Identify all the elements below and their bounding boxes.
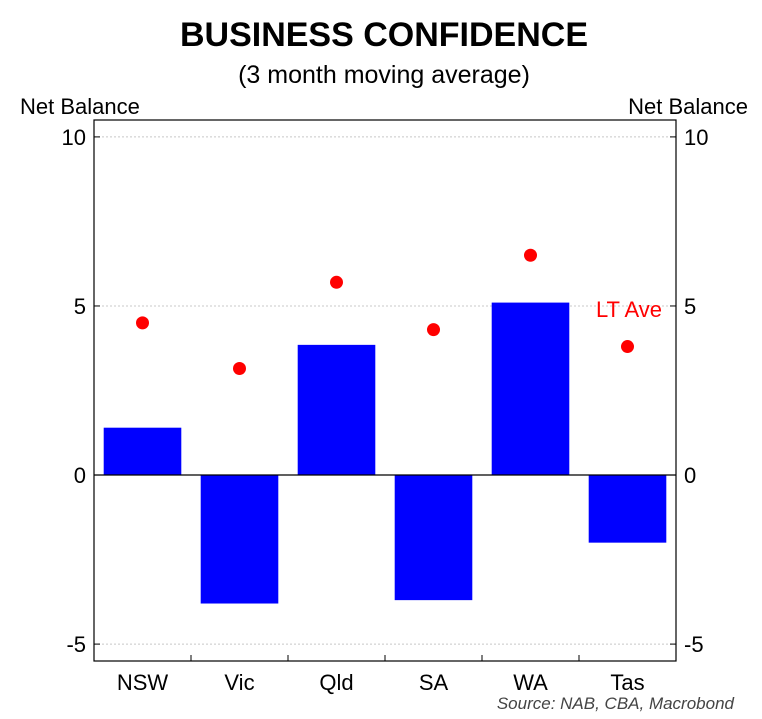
y-tick-label-right: 5: [684, 294, 696, 319]
chart-title: BUSINESS CONFIDENCE: [180, 16, 588, 54]
y-axis-title-left: Net Balance: [20, 94, 140, 119]
lt-ave-point-wa: [524, 248, 537, 262]
lt-ave-point-nsw: [136, 316, 149, 330]
x-tick-label-qld: Qld: [319, 670, 353, 695]
x-tick-label-vic: Vic: [224, 670, 254, 695]
y-tick-labels: 10 10 5 5 0 0 -5 -5: [62, 125, 709, 657]
x-tick-label-tas: Tas: [610, 670, 644, 695]
x-tick-label-sa: SA: [419, 670, 449, 695]
plot-border: [93, 119, 677, 662]
x-tick-label-wa: WA: [513, 670, 548, 695]
y-tick-label-right: -5: [684, 632, 704, 657]
lt-ave-point-tas: [621, 340, 634, 354]
lt-ave-point-sa: [427, 323, 440, 337]
y-tick-label-right: 0: [684, 463, 696, 488]
plot-frame: [93, 119, 677, 662]
x-tick-labels: NSW Vic Qld SA WA Tas: [117, 655, 645, 695]
bar-tas: [588, 475, 667, 543]
y-tick-label-left: 0: [74, 463, 86, 488]
x-tick-label-nsw: NSW: [117, 670, 169, 695]
y-axis-title-right: Net Balance: [628, 94, 748, 119]
lt-ave-point-qld: [330, 275, 343, 289]
bar-wa: [491, 302, 570, 476]
lt-ave-series: [136, 248, 634, 376]
y-tick-label-right: 10: [684, 125, 708, 150]
bar-nsw: [103, 427, 182, 476]
gridlines: [94, 136, 676, 645]
chart-subtitle: (3 month moving average): [238, 61, 530, 89]
lt-ave-annotation: LT Ave: [596, 297, 662, 322]
source-note: Source: NAB, CBA, Macrobond: [497, 694, 735, 713]
bar-sa: [394, 475, 473, 601]
y-tick-label-left: 10: [62, 125, 86, 150]
bar-vic: [200, 475, 279, 604]
y-tick-label-left: 5: [74, 294, 86, 319]
bar-qld: [297, 344, 376, 476]
lt-ave-point-vic: [233, 362, 246, 376]
y-tick-label-left: -5: [66, 632, 86, 657]
bar-series: [103, 302, 667, 604]
